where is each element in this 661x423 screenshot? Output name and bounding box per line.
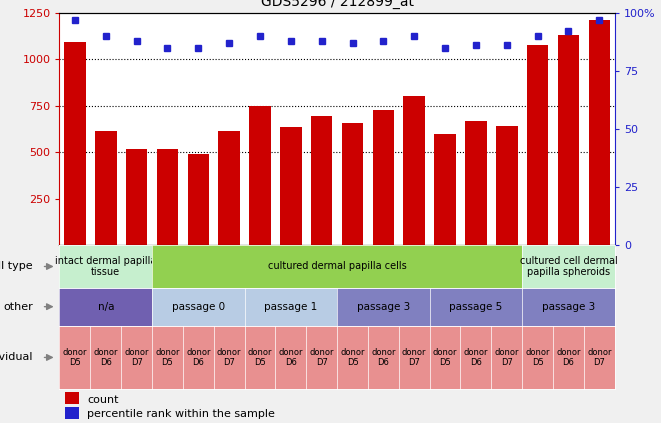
Bar: [434, 134, 456, 245]
Text: donor
D7: donor D7: [309, 348, 334, 367]
Bar: [527, 45, 549, 245]
Text: GSM1090235: GSM1090235: [163, 260, 172, 311]
Text: donor
D7: donor D7: [402, 348, 426, 367]
Bar: [188, 154, 209, 245]
Bar: [95, 131, 116, 245]
Text: percentile rank within the sample: percentile rank within the sample: [87, 409, 275, 419]
Text: passage 3: passage 3: [542, 302, 595, 312]
Title: GDS5296 / 212899_at: GDS5296 / 212899_at: [260, 0, 414, 9]
Bar: [65, 407, 79, 419]
Text: intact dermal papilla
tissue: intact dermal papilla tissue: [55, 255, 157, 277]
Text: n/a: n/a: [98, 302, 114, 312]
Text: passage 3: passage 3: [357, 302, 410, 312]
Text: individual: individual: [0, 352, 32, 363]
Text: donor
D7: donor D7: [124, 348, 149, 367]
Bar: [64, 41, 86, 245]
Text: GSM1090234: GSM1090234: [132, 260, 141, 311]
Text: GSM1090240: GSM1090240: [317, 260, 326, 311]
Text: donor
D5: donor D5: [63, 348, 87, 367]
Text: GSM1090245: GSM1090245: [471, 260, 481, 311]
Text: GSM1090249: GSM1090249: [595, 260, 603, 311]
Text: count: count: [87, 395, 119, 404]
Text: GSM1090233: GSM1090233: [101, 260, 110, 311]
Text: GSM1090243: GSM1090243: [410, 260, 418, 311]
Bar: [249, 106, 271, 245]
Text: cell type: cell type: [0, 261, 32, 272]
Bar: [403, 96, 425, 245]
Text: passage 1: passage 1: [264, 302, 317, 312]
Text: donor
D5: donor D5: [248, 348, 272, 367]
Text: GSM1090237: GSM1090237: [225, 260, 233, 311]
Text: donor
D5: donor D5: [340, 348, 365, 367]
Text: cultured cell dermal
papilla spheroids: cultured cell dermal papilla spheroids: [520, 255, 617, 277]
Text: GSM1090239: GSM1090239: [286, 260, 295, 311]
Text: donor
D6: donor D6: [463, 348, 488, 367]
Text: donor
D7: donor D7: [217, 348, 241, 367]
Bar: [157, 148, 178, 245]
Text: GSM1090248: GSM1090248: [564, 260, 573, 311]
Bar: [311, 116, 332, 245]
Text: passage 5: passage 5: [449, 302, 502, 312]
Text: donor
D5: donor D5: [433, 348, 457, 367]
Text: GSM1090244: GSM1090244: [441, 260, 449, 311]
Text: GSM1090238: GSM1090238: [256, 260, 264, 311]
Bar: [218, 131, 240, 245]
Bar: [588, 20, 610, 245]
Bar: [465, 121, 486, 245]
Text: donor
D6: donor D6: [556, 348, 581, 367]
Text: donor
D6: donor D6: [371, 348, 396, 367]
Text: passage 0: passage 0: [172, 302, 225, 312]
Text: GSM1090242: GSM1090242: [379, 260, 388, 311]
Text: GSM1090232: GSM1090232: [71, 260, 79, 311]
Text: donor
D5: donor D5: [525, 348, 550, 367]
Text: GSM1090247: GSM1090247: [533, 260, 542, 311]
Bar: [496, 126, 518, 245]
Text: donor
D7: donor D7: [587, 348, 611, 367]
Text: donor
D7: donor D7: [494, 348, 519, 367]
Text: donor
D5: donor D5: [155, 348, 180, 367]
Bar: [342, 123, 364, 245]
Text: donor
D6: donor D6: [278, 348, 303, 367]
Bar: [373, 110, 394, 245]
Text: GSM1090246: GSM1090246: [502, 260, 511, 311]
Bar: [280, 127, 301, 245]
Bar: [126, 149, 147, 245]
Bar: [65, 392, 79, 404]
Text: cultured dermal papilla cells: cultured dermal papilla cells: [268, 261, 407, 272]
Text: donor
D6: donor D6: [186, 348, 211, 367]
Text: GSM1090236: GSM1090236: [194, 260, 203, 311]
Text: other: other: [3, 302, 32, 312]
Text: donor
D6: donor D6: [93, 348, 118, 367]
Bar: [558, 35, 579, 245]
Text: GSM1090241: GSM1090241: [348, 260, 357, 311]
